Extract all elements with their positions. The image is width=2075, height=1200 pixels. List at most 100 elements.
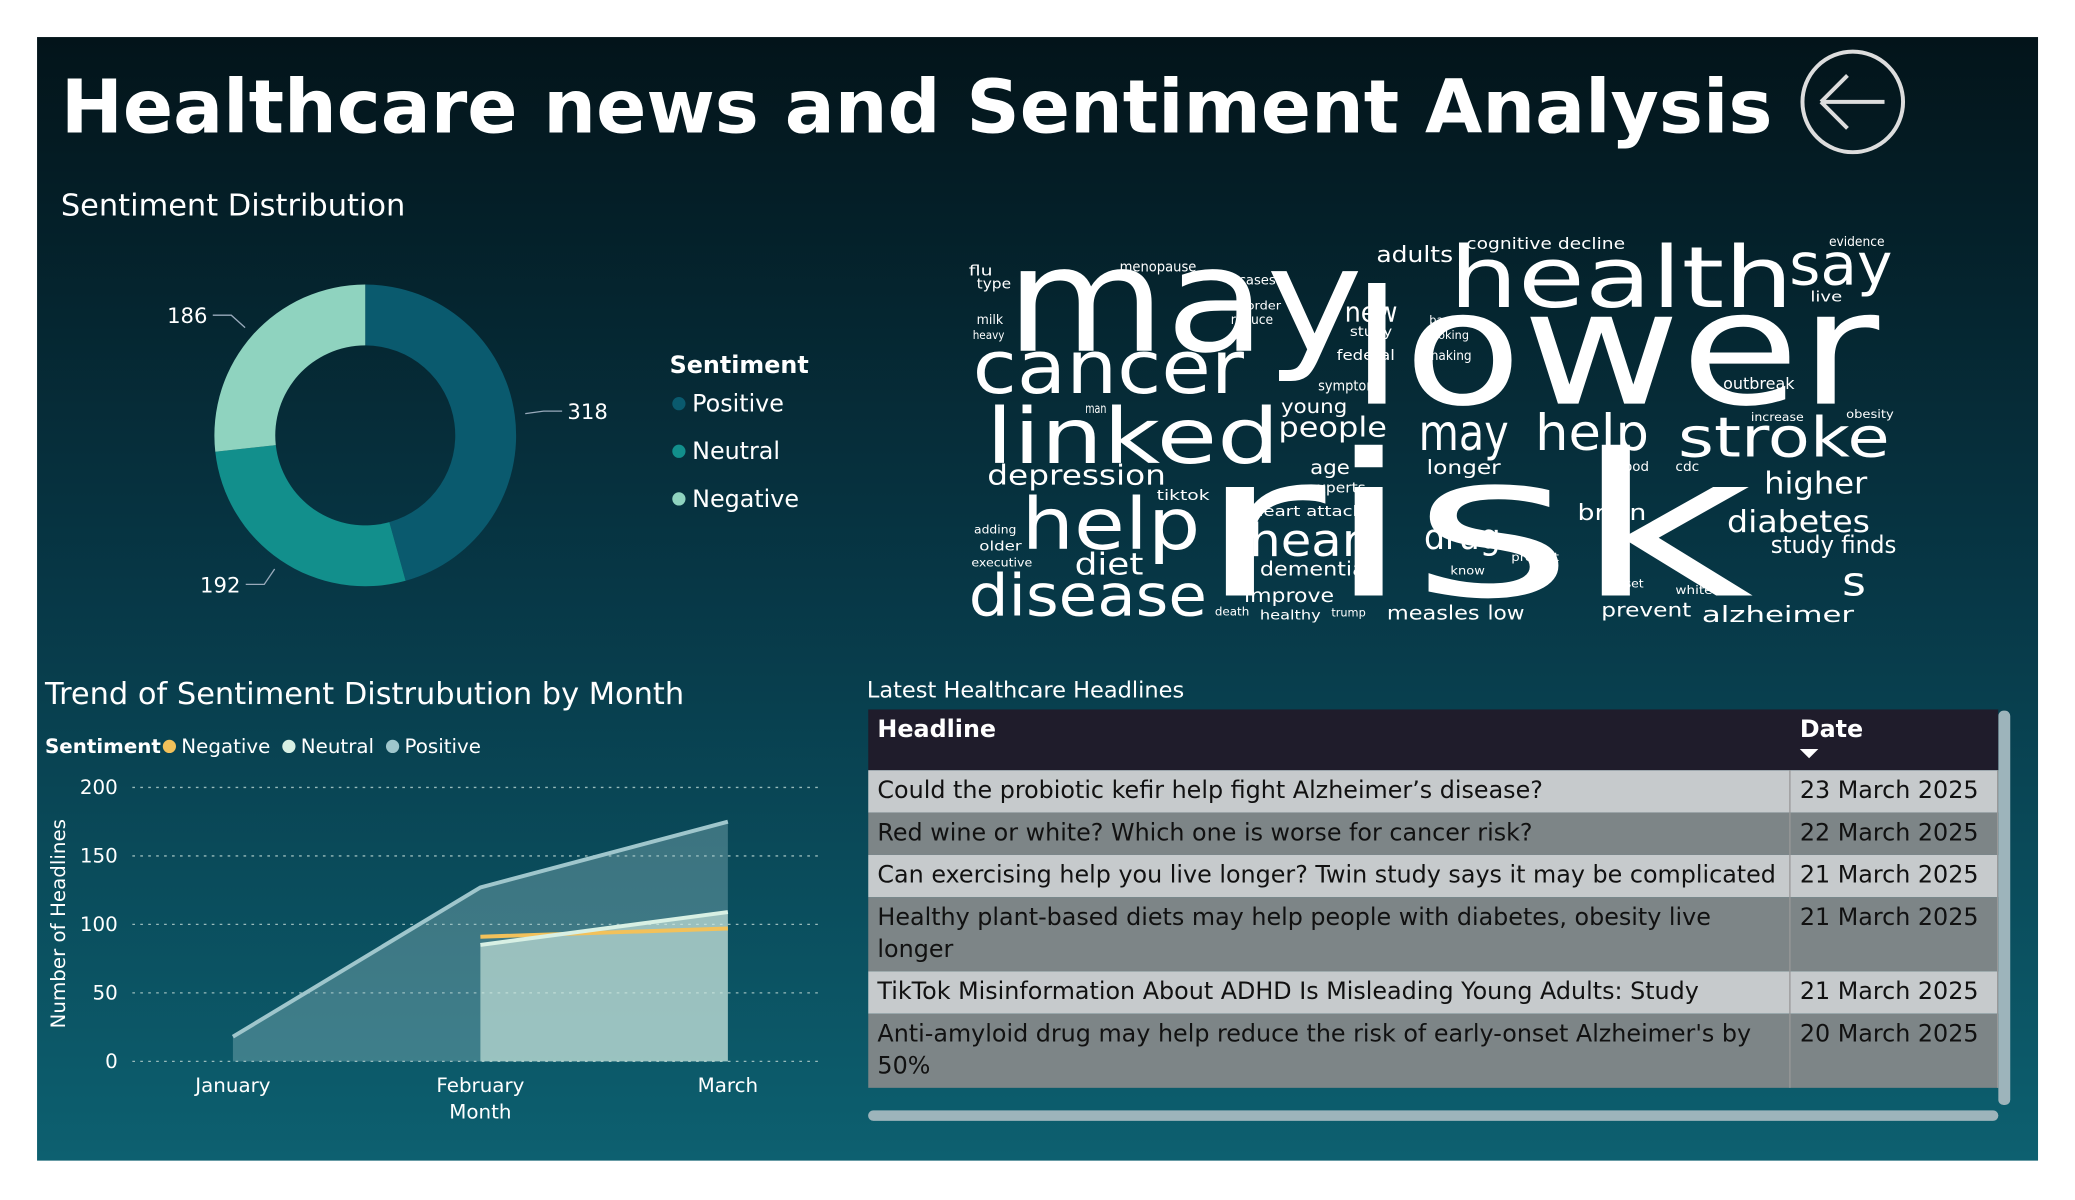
leader-line [245,568,276,586]
word: young [1281,395,1347,418]
word: order [1247,299,1282,313]
table-cell: TikTok Misinformation About ADHD Is Misl… [868,971,1791,1014]
word: live [1810,289,1842,306]
word: type [977,276,1011,293]
donut-title: Sentiment Distribution [61,189,405,224]
legend-title: Sentiment [45,735,161,758]
donut-segment [215,445,406,587]
column-header[interactable]: Headline [877,715,997,744]
word: blood [1612,460,1649,475]
legend-label: Neutral [692,437,780,465]
word: stroke [1678,406,1890,471]
table-cell: Healthy plant-based diets may help peopl… [868,897,1791,972]
word: longer [1427,456,1502,479]
word: help [1022,483,1201,566]
back-button[interactable] [1800,49,1906,155]
legend-label: Neutral [301,735,374,758]
legend-marker [672,444,686,458]
legend-marker [672,492,686,506]
table-row: Could the probiotic kefir help fight Alz… [868,770,1999,813]
table-row: Healthy plant-based diets may help peopl… [868,897,1999,972]
word: say [1789,231,1892,299]
word: risk [1198,412,1754,643]
y-axis-title: Number of Headlines [47,819,70,1028]
word: depression [987,458,1166,491]
scrollbar[interactable] [1998,710,2011,1106]
legend-label: Positive [404,735,481,758]
table-cell: 21 March 2025 [1791,897,1999,972]
word: health [1449,228,1793,327]
word: experts [1308,479,1366,496]
legend-marker [282,739,296,754]
page-title: Healthcare news and Sentiment Analysis [61,64,1773,150]
word: study [1350,325,1393,340]
table-cell: Can exercising help you live longer? Twi… [868,854,1791,898]
table-cell: 22 March 2025 [1791,812,1999,855]
word: federal [1337,347,1395,364]
column-header[interactable]: Date [1791,709,1999,770]
table-row: Red wine or white? Which one is worse fo… [868,812,1999,855]
word: people [1278,411,1387,444]
word: cancer [973,325,1245,411]
word: making [1427,349,1472,364]
word: cases [1239,274,1276,289]
word: based [1429,313,1463,327]
scrollbar[interactable] [868,1110,1999,1121]
word: heart attack [1252,503,1364,520]
legend-title: Sentiment [670,351,809,379]
word: flu [969,262,993,279]
line [480,910,729,947]
legend-label: Negative [692,485,799,513]
word: brain [1577,500,1646,526]
legend-marker [672,397,686,411]
data-label: 192 [200,572,240,597]
table-cell: 21 March 2025 [1791,854,1999,898]
word: older [979,540,1022,555]
word: s [1842,560,1866,606]
word: trump [1331,606,1365,620]
area [480,912,728,1062]
word: measles [1387,601,1480,624]
word: milk [977,313,1004,328]
word: outbreak [1723,374,1795,393]
y-tick-label: 0 [105,1050,118,1073]
word: alzheimer [1702,602,1855,628]
word: obesity [1846,407,1894,421]
legend-label: Negative [181,735,270,758]
donut-segment [365,284,517,581]
table-cell: 20 March 2025 [1791,1013,1999,1088]
x-axis-title: Month [449,1100,511,1123]
x-tick-label: February [436,1074,524,1097]
word: low [1488,601,1525,624]
y-tick-label: 200 [80,776,118,799]
word: cognitive decline [1466,234,1625,253]
x-tick-label: March [698,1074,759,1097]
word: new [1345,296,1398,329]
word: adding [974,522,1016,536]
x-tick-label: January [193,1074,270,1097]
sort-arrow [1799,749,1819,759]
word: age [1310,456,1350,479]
word: executive [971,555,1032,569]
table-row: TikTok Misinformation About ADHD Is Misl… [868,971,1999,1014]
word: disease [969,561,1207,629]
word: reduce [1231,313,1273,328]
word: death [1215,604,1249,618]
donut-segment [214,284,366,452]
word: higher [1764,467,1868,502]
word: know [1450,563,1485,577]
word: healthy [1260,608,1321,623]
word: smoking [1421,328,1469,342]
leader-line [212,314,246,329]
line-title: Trend of Sentiment Distrubution by Month [44,677,684,712]
word: protect [1511,550,1559,564]
word: study finds [1771,531,1897,559]
word: linked [986,393,1280,482]
line [231,819,729,1039]
word: may [1419,403,1509,462]
word: help [1535,403,1649,462]
word: evidence [1829,235,1885,250]
